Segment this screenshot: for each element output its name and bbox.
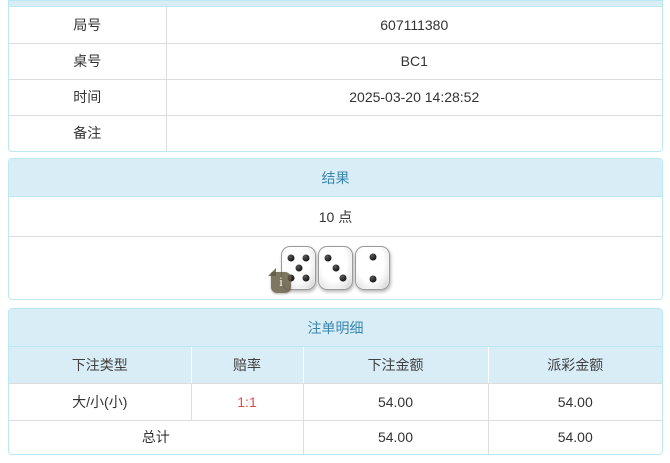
payout-amount-cell: 54.00 [487,383,662,420]
table-row-remark: 备注 [9,114,662,151]
die-3-icon [318,246,353,290]
odds-cell: 1:1 [190,383,303,420]
round-id-value: 607111380 [380,16,449,33]
bet-details-panel: 注单明细 下注类型 赔率 下注金额 派彩金额 大/小(小) 1:1 54.00 … [8,308,663,455]
time-value: 2025-03-20 14:28:52 [166,78,662,115]
table-row-round-id: 局号 607111380 [9,7,662,43]
table-id-label: 桌号 [9,42,167,79]
col-header-odds: 赔率 [190,347,303,384]
dice-row: i [9,237,662,299]
total-bet-amount-cell: 54.00 [302,419,488,454]
die-2-icon [355,246,390,290]
result-panel-title: 结果 [9,159,662,197]
table-id-value: BC1 [166,42,662,79]
round-id-label: 局号 [9,7,167,43]
col-header-bet-type: 下注类型 [9,347,191,384]
info-icon[interactable]: i [268,268,291,293]
bet-row: 大/小(小) 1:1 54.00 54.00 [9,383,662,420]
dice-group: i [268,246,391,293]
result-points: 10 点 [9,197,662,237]
game-info-table: 局号 607111380 桌号 BC1 时间 2025-03-20 14:28:… [9,7,662,151]
table-row-time: 时间 2025-03-20 14:28:52 [9,78,662,115]
total-label-cell: 总计 [9,419,303,454]
bet-table-header-row: 下注类型 赔率 下注金额 派彩金额 [9,347,662,384]
remark-label: 备注 [9,114,167,151]
col-header-payout-amount: 派彩金额 [487,347,662,384]
total-row: 总计 54.00 54.00 [9,419,662,454]
time-label: 时间 [9,78,167,115]
die-5-icon [281,246,316,290]
table-row-table-id: 桌号 BC1 [9,42,662,79]
bet-amount-cell: 54.00 [302,383,488,420]
col-header-bet-amount: 下注金额 [302,347,488,384]
game-info-panel: 局号 607111380 桌号 BC1 时间 2025-03-20 14:28:… [8,0,663,152]
bet-details-table: 下注类型 赔率 下注金额 派彩金额 大/小(小) 1:1 54.00 54.00… [9,347,662,454]
bet-type-cell: 大/小(小) [72,393,128,410]
remark-value [166,114,662,151]
game-info-panel-header-cutoff [9,1,662,7]
bet-details-title: 注单明细 [9,309,662,347]
result-panel: 结果 10 点 i [8,158,663,300]
total-payout-amount-cell: 54.00 [487,419,662,454]
